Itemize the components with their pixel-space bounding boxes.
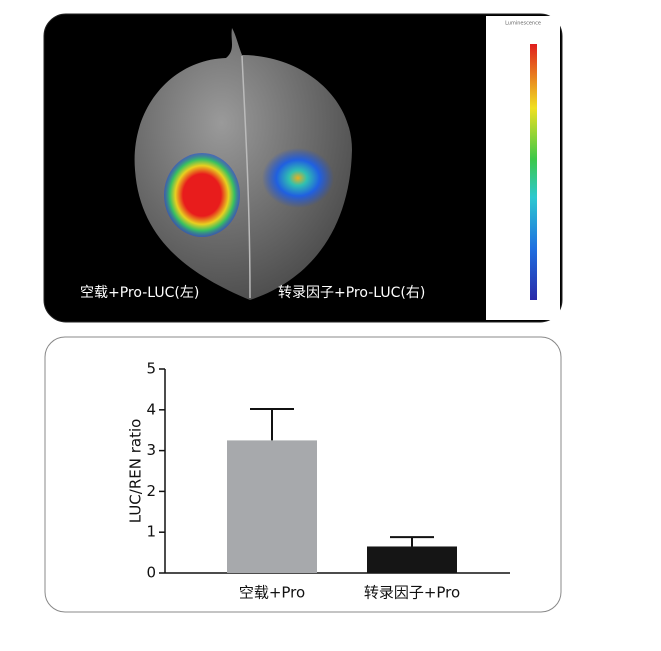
bar xyxy=(367,546,457,573)
image-panel: 空载+Pro-LUC(左) 转录因子+Pro-LUC(右) Luminescen… xyxy=(43,13,563,323)
y-tick-label: 0 xyxy=(146,564,156,582)
bar xyxy=(227,440,317,573)
signal-right xyxy=(262,148,334,208)
colorbar-title: Luminescence xyxy=(505,21,541,27)
y-axis-label: LUC/REN ratio xyxy=(127,419,145,524)
x-tick-label: 转录因子+Pro xyxy=(364,584,460,602)
x-tick-label: 空载+Pro xyxy=(239,584,305,602)
y-tick-label: 1 xyxy=(146,523,156,541)
leaf-vein xyxy=(241,55,251,299)
colorbar-panel xyxy=(486,16,560,320)
y-tick-label: 2 xyxy=(146,482,156,500)
y-tick-label: 5 xyxy=(146,360,156,378)
y-tick-label: 4 xyxy=(146,400,156,418)
image-label: 空载+Pro-LUC(左) xyxy=(80,285,199,301)
signal-left xyxy=(164,153,240,237)
colorbar xyxy=(530,44,537,300)
image-label: 转录因子+Pro-LUC(右) xyxy=(278,285,425,301)
y-tick-label: 3 xyxy=(146,441,156,459)
